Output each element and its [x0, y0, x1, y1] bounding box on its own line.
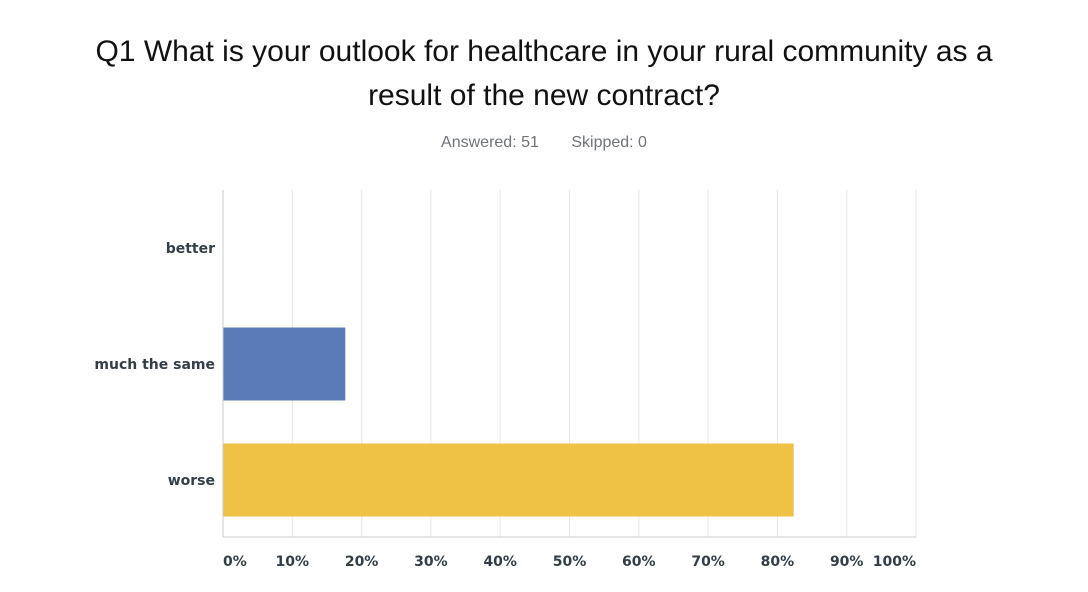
axes — [222, 190, 916, 538]
x-tick-label: 30% — [414, 554, 448, 570]
x-tick-label: 80% — [761, 554, 795, 570]
bar-worse — [223, 443, 794, 517]
category-labels: better much the same worse — [94, 241, 215, 489]
x-tick-label: 10% — [276, 554, 310, 570]
x-tick-label: 100% — [873, 554, 916, 570]
chart-title: Q1 What is your outlook for healthcare i… — [0, 30, 1088, 118]
answered-count: Answered: 51 — [441, 134, 539, 151]
x-tick-label: 60% — [622, 554, 656, 570]
response-stats: Answered: 51 Skipped: 0 — [0, 134, 1088, 152]
x-tick-label: 70% — [691, 554, 725, 570]
x-tick-label: 20% — [345, 554, 379, 570]
chart-title-line-2: result of the new contract? — [368, 79, 720, 112]
category-label: worse — [168, 473, 215, 489]
tick-labels: 0% 10% 20% 30% 40% 50% 60% 70% 80% 90% 100% — [223, 554, 916, 570]
x-tick-label: 50% — [553, 554, 587, 570]
bars — [223, 327, 794, 517]
chart-title-line-1: Q1 What is your outlook for healthcare i… — [95, 35, 993, 68]
x-tick-label: 0% — [223, 554, 247, 570]
category-label: much the same — [94, 357, 215, 373]
category-label: better — [166, 241, 215, 257]
bar-much-the-same — [223, 327, 346, 401]
skipped-count: Skipped: 0 — [571, 134, 647, 151]
x-tick-label: 90% — [830, 554, 864, 570]
x-tick-label: 40% — [483, 554, 517, 570]
